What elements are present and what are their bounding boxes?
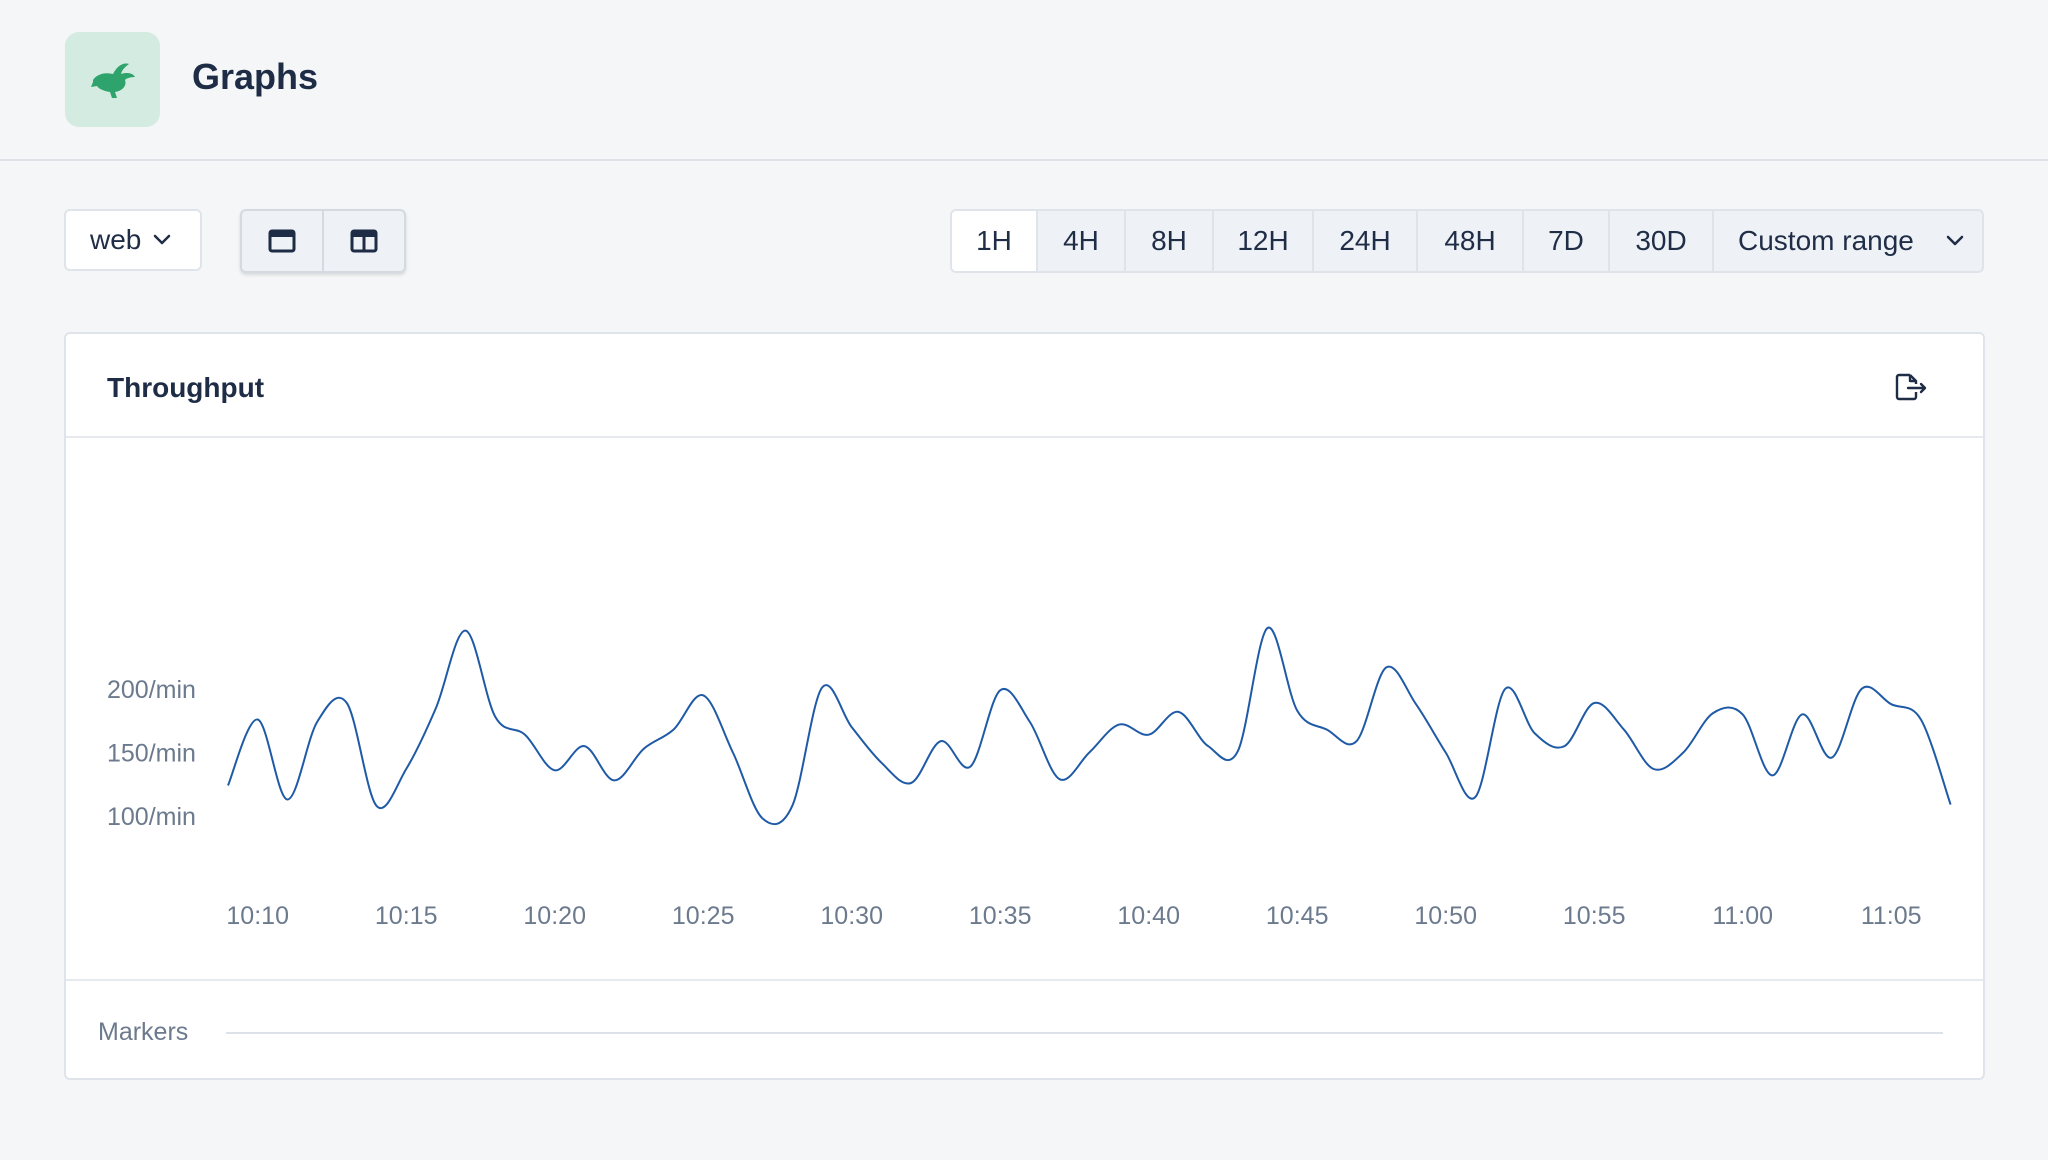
- markers-label: Markers: [98, 1018, 189, 1046]
- app-select[interactable]: web: [64, 209, 202, 271]
- rabbit-logo[interactable]: [65, 32, 160, 127]
- throughput-chart: 100/min 150/min 200/min 10:10 10:15 10:20 10:2…: [107, 626, 1952, 930]
- graph-toolbar: web 1H 4H 8H 12H 24H 48H 7D 30D C: [0, 209, 2048, 273]
- page-title: Graphs: [192, 56, 319, 97]
- page-header: Graphs: [0, 0, 2048, 161]
- export-button[interactable]: [1891, 367, 1931, 407]
- x-tick-label: 10:40: [1117, 902, 1180, 930]
- layout-toggle: [240, 209, 406, 273]
- x-tick-label: 10:25: [672, 902, 735, 930]
- card-title: Throughput: [107, 372, 265, 403]
- single-column-layout-button[interactable]: [242, 211, 322, 271]
- x-tick-label: 10:20: [523, 902, 586, 930]
- range-30d-button[interactable]: 30D: [1608, 211, 1712, 271]
- x-tick-label: 10:35: [969, 902, 1032, 930]
- range-48h-button[interactable]: 48H: [1416, 211, 1522, 271]
- rabbit-icon: [90, 62, 135, 98]
- x-tick-label: 11:05: [1861, 902, 1922, 930]
- single-column-layout-icon: [268, 229, 296, 253]
- range-7d-button[interactable]: 7D: [1522, 211, 1608, 271]
- x-tick-label: 10:50: [1414, 902, 1477, 930]
- custom-range-label: Custom range: [1738, 225, 1914, 256]
- time-range-selector: 1H 4H 8H 12H 24H 48H 7D 30D Custom range: [950, 209, 1984, 273]
- export-icon: [1895, 373, 1927, 401]
- x-tick-label: 10:10: [226, 902, 289, 930]
- x-tick-label: 10:15: [375, 902, 438, 930]
- chevron-down-icon: [1946, 235, 1964, 246]
- range-4h-button[interactable]: 4H: [1036, 211, 1124, 271]
- custom-range-dropdown[interactable]: Custom range: [1712, 211, 1982, 271]
- two-column-layout-icon: [350, 229, 378, 253]
- x-tick-label: 10:55: [1563, 902, 1626, 930]
- app-select-value: web: [90, 224, 142, 255]
- range-8h-button[interactable]: 8H: [1124, 211, 1212, 271]
- throughput-card: Throughput 100/min 150/min 200/min 10:10 10:…: [64, 332, 1985, 1080]
- y-tick-label: 100/min: [107, 803, 196, 831]
- markers-track[interactable]: [226, 1032, 1943, 1034]
- range-24h-button[interactable]: 24H: [1312, 211, 1416, 271]
- throughput-series-line[interactable]: [227, 626, 1952, 826]
- range-1h-button[interactable]: 1H: [952, 211, 1036, 271]
- chevron-down-icon: [153, 234, 171, 246]
- y-tick-label: 200/min: [107, 676, 196, 704]
- x-tick-label: 11:00: [1712, 902, 1773, 930]
- markers-row: Markers: [66, 979, 1983, 1080]
- x-tick-label: 10:30: [820, 902, 883, 930]
- card-header: Throughput: [66, 334, 1983, 438]
- y-tick-label: 150/min: [107, 740, 196, 768]
- range-12h-button[interactable]: 12H: [1212, 211, 1312, 271]
- x-tick-label: 10:45: [1266, 902, 1329, 930]
- two-column-layout-button[interactable]: [322, 211, 404, 271]
